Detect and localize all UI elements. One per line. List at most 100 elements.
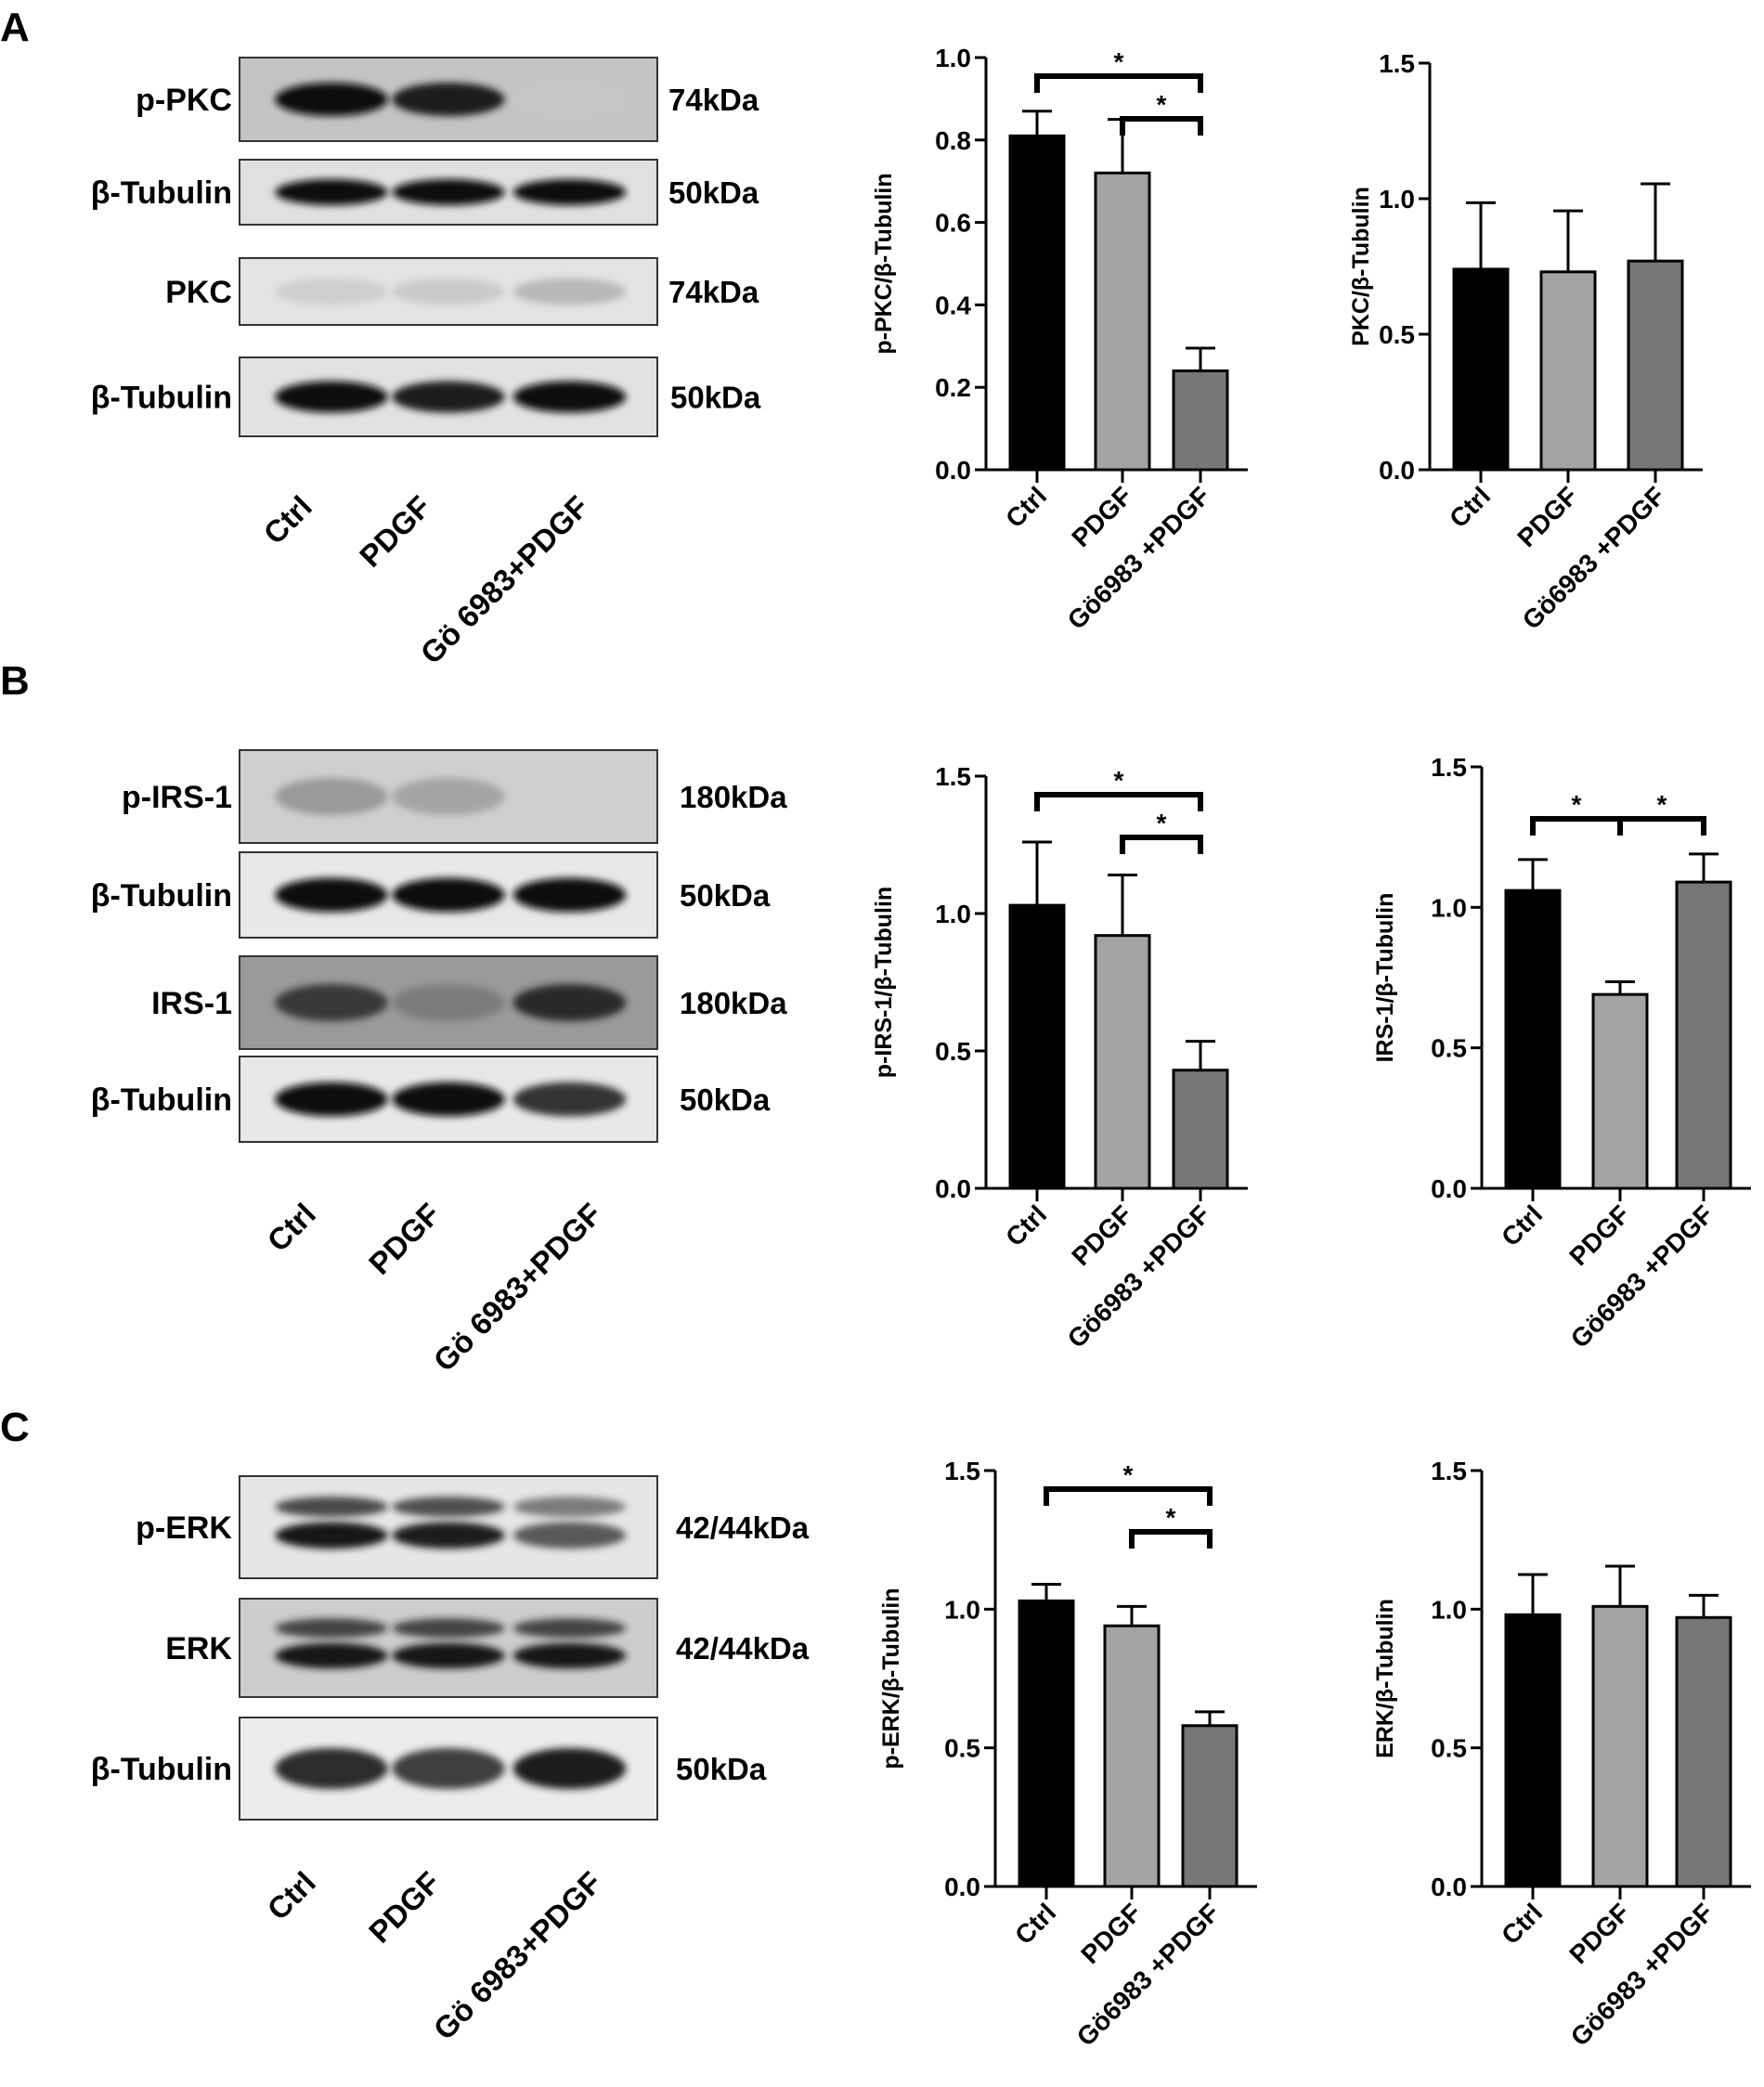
- significance-star: *: [1157, 90, 1167, 119]
- category-label-pdgf: PDGF: [1066, 1199, 1137, 1271]
- band-upper: [275, 1497, 388, 1517]
- y-tick-label: 1.5: [944, 1457, 980, 1485]
- category-label-pdgf: PDGF: [1066, 481, 1137, 552]
- band-lower: [275, 1522, 388, 1549]
- blot-strip-p-pkc: p-PKC 74kDa: [136, 57, 759, 142]
- bar-pdgf: [1591, 1604, 1649, 1888]
- blot-row-label: β-Tubulin: [91, 878, 232, 914]
- bar-g-6983-pdgf: [1627, 259, 1684, 472]
- y-tick-label: 0.2: [935, 373, 971, 402]
- category-label-ctrl: Ctrl: [1444, 481, 1496, 533]
- blot-strip-tubulin: β-Tubulin 50kDa: [91, 851, 771, 939]
- band: [392, 83, 505, 116]
- panel-letter-b: B: [0, 658, 30, 704]
- y-tick-label: 1.0: [935, 900, 971, 928]
- blot-strip-erk: ERK 42/44kDa: [165, 1598, 810, 1698]
- band-lower: [512, 1522, 627, 1549]
- blot-strip-tubulin: β-Tubulin 50kDa: [91, 1056, 771, 1143]
- y-tick-label: 0.0: [935, 456, 971, 485]
- western-blot-a: p-PKC 74kDa β-Tubulin 50kDa PKC 74kDa β-Tubuli…: [91, 57, 761, 670]
- band: [275, 381, 388, 413]
- significance-star: *: [1157, 809, 1167, 837]
- category-label-pdgf: PDGF: [1511, 481, 1583, 552]
- category-label-g-6983-pdgf: Gö6983 +PDGF: [1062, 1199, 1216, 1354]
- blot-strip-tubulin: β-Tubulin 50kDa: [91, 159, 759, 226]
- significance-bracket: *: [1120, 809, 1203, 854]
- band: [392, 1748, 505, 1789]
- y-tick-label: 1.0: [935, 44, 971, 72]
- y-tick-label: 1.0: [944, 1595, 980, 1624]
- band: [275, 1082, 388, 1117]
- lane-label-pdgf: PDGF: [362, 1865, 447, 1950]
- molecular-weight-label: 74kDa: [668, 275, 759, 309]
- y-tick-label: 0.5: [935, 1037, 971, 1066]
- bracket-line: [1034, 73, 1203, 93]
- y-axis-label: p-IRS-1/β-Tubulin: [871, 887, 897, 1078]
- band: [512, 83, 627, 116]
- category-label-g-6983-pdgf: Gö6983 +PDGF: [1565, 1898, 1719, 2052]
- y-tick-label: 0.5: [1431, 1034, 1467, 1063]
- band-upper: [512, 1497, 627, 1517]
- bracket-line: [1120, 116, 1203, 136]
- bar-ctrl: [1452, 267, 1510, 472]
- band: [275, 778, 388, 815]
- category-label-g-6983-pdgf: Gö6983 +PDGF: [1062, 481, 1216, 635]
- blot-row-label: PKC: [165, 275, 232, 310]
- molecular-weight-label: 50kDa: [668, 175, 759, 210]
- lane-label-pdgf: PDGF: [362, 1197, 447, 1281]
- category-label-pdgf: PDGF: [1075, 1898, 1147, 1969]
- band-lower: [392, 1522, 505, 1549]
- bar-chart-irs-1: 0.0 0.5 1.0 1.5 IRS-1/β-Tubulin Ctrl PDGFGö698…: [1372, 753, 1751, 1354]
- blot-strip-p-irs-1: p-IRS-1 180kDa: [122, 749, 787, 844]
- bracket-line: [1129, 1529, 1213, 1549]
- band-lower: [512, 1642, 627, 1669]
- y-axis-label: p-ERK/β-Tubulin: [878, 1588, 904, 1769]
- significance-bracket: *: [1530, 790, 1623, 836]
- molecular-weight-label: 42/44kDa: [676, 1510, 810, 1545]
- blot-row-label: β-Tubulin: [91, 1082, 232, 1118]
- y-tick-label: 0.5: [1431, 1734, 1467, 1763]
- band: [275, 179, 388, 205]
- band: [392, 877, 505, 913]
- band-upper: [392, 1618, 505, 1639]
- significance-bracket: *: [1120, 90, 1203, 136]
- band-lower: [275, 1642, 388, 1669]
- blot-row-label: p-ERK: [136, 1510, 232, 1546]
- bar-g-6983-pdgf: [1172, 369, 1229, 472]
- bar-pdgf: [1103, 1624, 1161, 1888]
- bracket-line: [1530, 816, 1623, 836]
- y-tick-label: 0.0: [944, 1873, 980, 1901]
- band: [512, 1748, 627, 1789]
- band: [392, 179, 505, 205]
- significance-star: *: [1572, 790, 1582, 819]
- y-tick-label: 0.0: [1431, 1174, 1467, 1203]
- blot-row-label: IRS-1: [151, 986, 232, 1021]
- molecular-weight-label: 50kDa: [670, 381, 761, 415]
- category-label-pdgf: PDGF: [1563, 1898, 1635, 1969]
- panel-letter-a: A: [0, 5, 30, 50]
- band: [512, 778, 627, 815]
- molecular-weight-label: 50kDa: [680, 1082, 771, 1117]
- lane-label-g-6983-pdgf: Gö 6983+PDGF: [414, 489, 595, 670]
- y-tick-label: 0.5: [1379, 320, 1415, 349]
- bar-ctrl: [1504, 1613, 1562, 1888]
- category-label-ctrl: Ctrl: [1000, 1199, 1052, 1251]
- bar-pdgf: [1094, 934, 1151, 1190]
- band: [512, 179, 627, 205]
- band: [512, 984, 627, 1021]
- bracket-line: [1034, 792, 1203, 811]
- band: [512, 381, 627, 413]
- blot-row-label: β-Tubulin: [91, 381, 232, 416]
- band: [275, 278, 388, 305]
- category-label-ctrl: Ctrl: [1009, 1898, 1061, 1950]
- y-tick-label: 0.4: [935, 291, 971, 319]
- band: [275, 1748, 388, 1789]
- significance-bracket: *: [1129, 1503, 1213, 1549]
- blot-row-label: β-Tubulin: [91, 175, 232, 211]
- y-tick-label: 0.0: [1379, 456, 1415, 485]
- bar-g-6983-pdgf: [1172, 1069, 1229, 1190]
- band: [275, 984, 388, 1021]
- blot-row-label: p-PKC: [136, 83, 232, 118]
- blot-strip-pkc: PKC 74kDa: [165, 257, 759, 326]
